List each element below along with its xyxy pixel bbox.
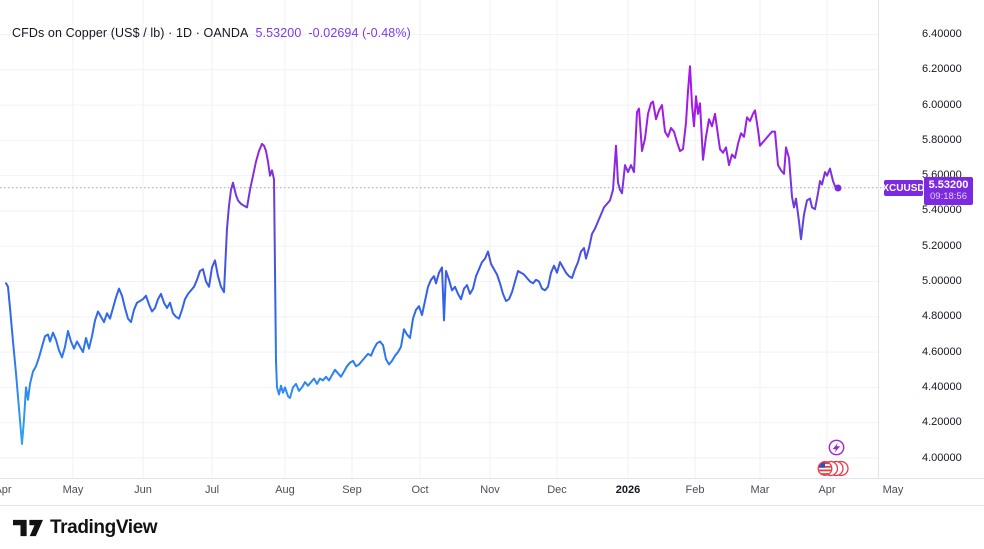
time-tick-label: Dec (547, 484, 567, 496)
price-tick-label: 4.60000 (922, 345, 962, 358)
last-price-dot (834, 184, 842, 192)
price-tick-label: 4.20000 (922, 416, 962, 429)
time-tick-label: Apr (818, 484, 836, 496)
horizontal-gridlines (0, 34, 878, 459)
time-tick-label: Nov (480, 484, 500, 496)
time-scale-axis[interactable]: Apr May Jun Jul Aug Sep Oct Nov Dec 2026 Feb Mar Apr… (0, 478, 984, 505)
symbol-price-tag[interactable]: XCUUSD (882, 180, 925, 196)
price-tick-label: 5.20000 (922, 239, 962, 252)
price-scale-axis[interactable]: 6.40000 6.20000 6.00000 5.80000 5.60000 5.400… (878, 0, 984, 478)
vertical-gridlines (72, 0, 828, 478)
us-economic-events-icon[interactable] (817, 460, 849, 477)
time-tick-label: Mar (750, 484, 770, 496)
time-tick-label: Apr (0, 484, 12, 496)
price-tick-label: 6.20000 (922, 63, 962, 76)
time-tick-label: Jul (204, 484, 220, 496)
time-tick-label: 2026 (615, 484, 641, 496)
current-price-badge[interactable]: 5.53200 09:18:56 (924, 177, 973, 205)
lightning-event-icon[interactable] (828, 439, 845, 456)
price-tick-label: 5.80000 (922, 133, 962, 146)
time-tick-label: May (882, 484, 904, 496)
symbol-title[interactable]: CFDs on Copper (US$ / lb) · 1D · OANDA (12, 26, 249, 40)
price-tick-label: 4.00000 (922, 451, 962, 464)
price-tick-label: 4.40000 (922, 380, 962, 393)
us-flag (818, 462, 832, 475)
tradingview-logo-text: TradingView (50, 516, 158, 538)
legend-last-price: 5.53200 (255, 26, 302, 40)
badge-price-value: 5.53200 (928, 179, 969, 192)
price-tick-label: 5.00000 (922, 275, 962, 288)
legend-change: -0.02694 (-0.48%) (308, 26, 411, 40)
price-tick-label: 6.00000 (922, 98, 962, 111)
time-tick-label: Sep (342, 484, 362, 496)
price-tick-label: 5.40000 (922, 204, 962, 217)
chart-pane[interactable] (0, 0, 984, 505)
time-tick-label: Aug (275, 484, 295, 496)
badge-countdown-time: 09:18:56 (930, 190, 967, 202)
tradingview-logo-icon (13, 519, 43, 536)
price-line-series (5, 65, 839, 445)
time-tick-label: Jun (134, 484, 152, 496)
price-tick-label: 6.40000 (922, 28, 962, 40)
time-tick-label: Oct (411, 484, 429, 496)
footer-bar: TradingView (0, 505, 984, 549)
price-tick-label: 4.80000 (922, 310, 962, 323)
time-tick-label: May (62, 484, 84, 496)
symbol-legend: CFDs on Copper (US$ / lb) · 1D · OANDA 5… (12, 26, 411, 40)
tradingview-logo[interactable]: TradingView (13, 516, 158, 539)
time-tick-label: Feb (685, 484, 705, 496)
